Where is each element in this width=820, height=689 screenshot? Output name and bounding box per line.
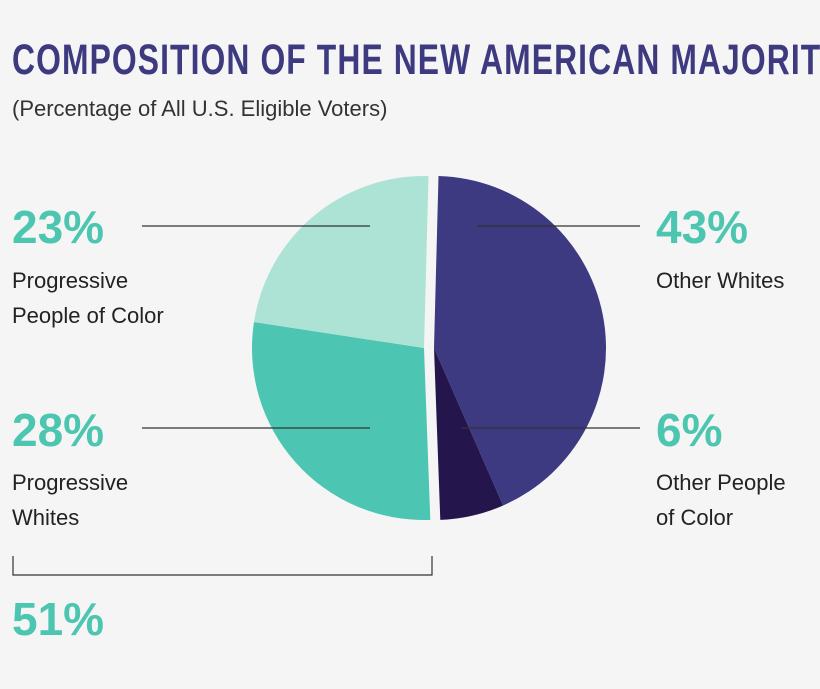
pct-opoc: 6% bbox=[656, 404, 723, 456]
pie-slice-other-whites bbox=[434, 176, 606, 506]
chart-title: COMPOSITION OF THE NEW AMERICAN MAJORITY bbox=[12, 36, 820, 84]
bracket-51 bbox=[12, 556, 433, 576]
pct-ppoc: 23% bbox=[12, 201, 105, 253]
label-opoc: Other People of Color bbox=[656, 470, 786, 530]
label-pw: Progressive Whites bbox=[12, 470, 129, 530]
pct-total-51: 51% bbox=[12, 593, 105, 645]
label-ow: Other Whites bbox=[656, 268, 785, 293]
pie-slice-progressive-people-of-color bbox=[253, 176, 429, 348]
pct-ow: 43% bbox=[656, 201, 749, 253]
chart-subtitle: (Percentage of All U.S. Eligible Voters) bbox=[12, 96, 388, 121]
label-ppoc: Progressive People of Color bbox=[12, 268, 164, 328]
pie-slice-other-people-of-color bbox=[434, 348, 504, 520]
pct-pw: 28% bbox=[12, 404, 105, 456]
pie-slice-progressive-whites bbox=[251, 321, 431, 520]
